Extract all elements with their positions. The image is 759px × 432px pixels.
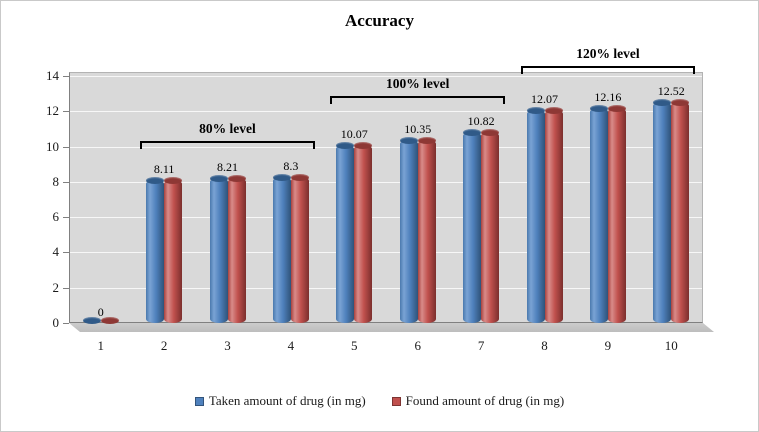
cylinder-cap [82, 317, 101, 324]
y-axis-tick [63, 287, 69, 289]
cylinder-bar [526, 110, 545, 323]
level-label: 120% level [576, 46, 640, 62]
data-label: 10.07 [340, 127, 368, 142]
cylinder-bar [481, 132, 500, 323]
cylinder-cap [417, 137, 436, 145]
y-axis-tick-label: 8 [52, 173, 60, 189]
gridline [70, 111, 702, 113]
y-axis-tick [63, 217, 69, 219]
cylinder-bar [336, 145, 355, 323]
data-label: 12.07 [531, 92, 558, 107]
cylinder-cap [164, 176, 183, 184]
cylinder-cap [526, 107, 545, 115]
y-axis-tick-label: 0 [52, 315, 60, 330]
gridline [70, 252, 702, 254]
y-axis-tick [63, 111, 69, 113]
legend-item: Taken amount of drug (in mg) [194, 393, 366, 409]
data-label: 10.35 [404, 122, 432, 137]
cylinder-cap [354, 142, 373, 150]
cylinder-cap [607, 105, 626, 113]
level-bracket [520, 66, 696, 75]
data-label: 12.52 [657, 84, 685, 99]
cylinder-cap [272, 173, 291, 181]
x-axis-category-label: 9 [604, 338, 612, 353]
y-axis-tick [63, 146, 69, 148]
cylinder-cap [290, 173, 309, 181]
legend-label: Taken amount of drug (in mg) [208, 393, 366, 408]
level-label: 80% level [199, 120, 256, 136]
y-axis-tick-label: 6 [52, 209, 60, 225]
y-axis-tick-label: 12 [46, 103, 59, 119]
cylinder-bar [463, 132, 482, 323]
x-axis-category-label: 1 [97, 338, 104, 353]
legend: Taken amount of drug (in mg) Found amount… [1, 393, 758, 409]
cylinder-bar [164, 179, 183, 323]
gridline [70, 287, 702, 289]
y-axis-tick [63, 252, 69, 254]
data-label: 8.3 [283, 158, 299, 173]
cylinder-cap [589, 105, 608, 113]
cylinder-bar [290, 176, 309, 323]
y-axis-tick-label: 14 [46, 68, 59, 83]
level-label: 100% level [386, 76, 450, 92]
cylinder-bar [272, 176, 291, 323]
cylinder-cap [399, 137, 418, 145]
cylinder-cap [227, 175, 246, 183]
cylinder-cap [146, 176, 165, 184]
x-axis-category-label: 7 [477, 338, 485, 353]
gridline [70, 76, 702, 77]
data-label: 10.82 [467, 114, 495, 129]
x-axis-category-label: 5 [351, 338, 358, 353]
y-axis-tick-label: 2 [52, 279, 60, 295]
gridline [70, 217, 702, 219]
x-axis-category-label: 8 [541, 338, 548, 353]
chart-title: Accuracy [345, 11, 414, 30]
cylinder-cap [653, 99, 672, 107]
x-axis-category-label: 4 [287, 338, 295, 353]
data-label: 8.21 [217, 160, 238, 175]
cylinder-bar [417, 140, 436, 323]
x-axis-category-label: 2 [160, 338, 168, 353]
y-axis-tick [63, 181, 69, 183]
cylinder-bar [544, 110, 563, 323]
cylinder-cap [463, 129, 482, 137]
data-label: 8.11 [153, 161, 175, 176]
cylinder-cap [671, 99, 690, 107]
y-axis-tick [63, 76, 69, 77]
gridline [70, 146, 702, 148]
cylinder-bar [146, 179, 165, 323]
level-bracket [330, 96, 506, 105]
legend-swatch [194, 396, 204, 406]
cylinder-bar [227, 178, 246, 323]
cylinder-cap [100, 317, 119, 324]
cylinder-bar [653, 102, 672, 323]
gridline [70, 181, 702, 183]
cylinder-bar [607, 108, 626, 323]
cylinder-cap [481, 129, 500, 137]
plot-floor [69, 323, 714, 332]
data-label: 12.16 [594, 90, 622, 105]
cylinder-bar [209, 178, 228, 323]
cylinder-bar [671, 102, 690, 323]
x-axis-category-label: 3 [224, 338, 231, 353]
data-label: 0 [97, 305, 104, 319]
level-bracket [140, 140, 315, 149]
legend-label: Found amount of drug (in mg) [405, 393, 565, 408]
y-axis-tick [63, 323, 69, 324]
cylinder-bar [589, 108, 608, 323]
x-axis-category-label: 10 [664, 338, 678, 353]
cylinder-cap [336, 142, 355, 150]
cylinder-cap [544, 107, 563, 115]
cylinder-bar [399, 140, 418, 323]
legend-item: Found amount of drug (in mg) [391, 393, 565, 409]
y-axis-tick-label: 4 [52, 244, 60, 260]
plot-area: 0 2 4 6 8 10 12 14 1 2 3 4 5 6 7 8 9 10 0 8.11 8.21 8.3 10.07 1… [46, 46, 703, 353]
legend-swatch [391, 396, 401, 406]
x-axis-category-label: 6 [414, 338, 421, 353]
cylinder-cap [209, 175, 228, 183]
cylinder-bar [354, 145, 373, 323]
y-axis-tick-label: 10 [46, 138, 59, 154]
